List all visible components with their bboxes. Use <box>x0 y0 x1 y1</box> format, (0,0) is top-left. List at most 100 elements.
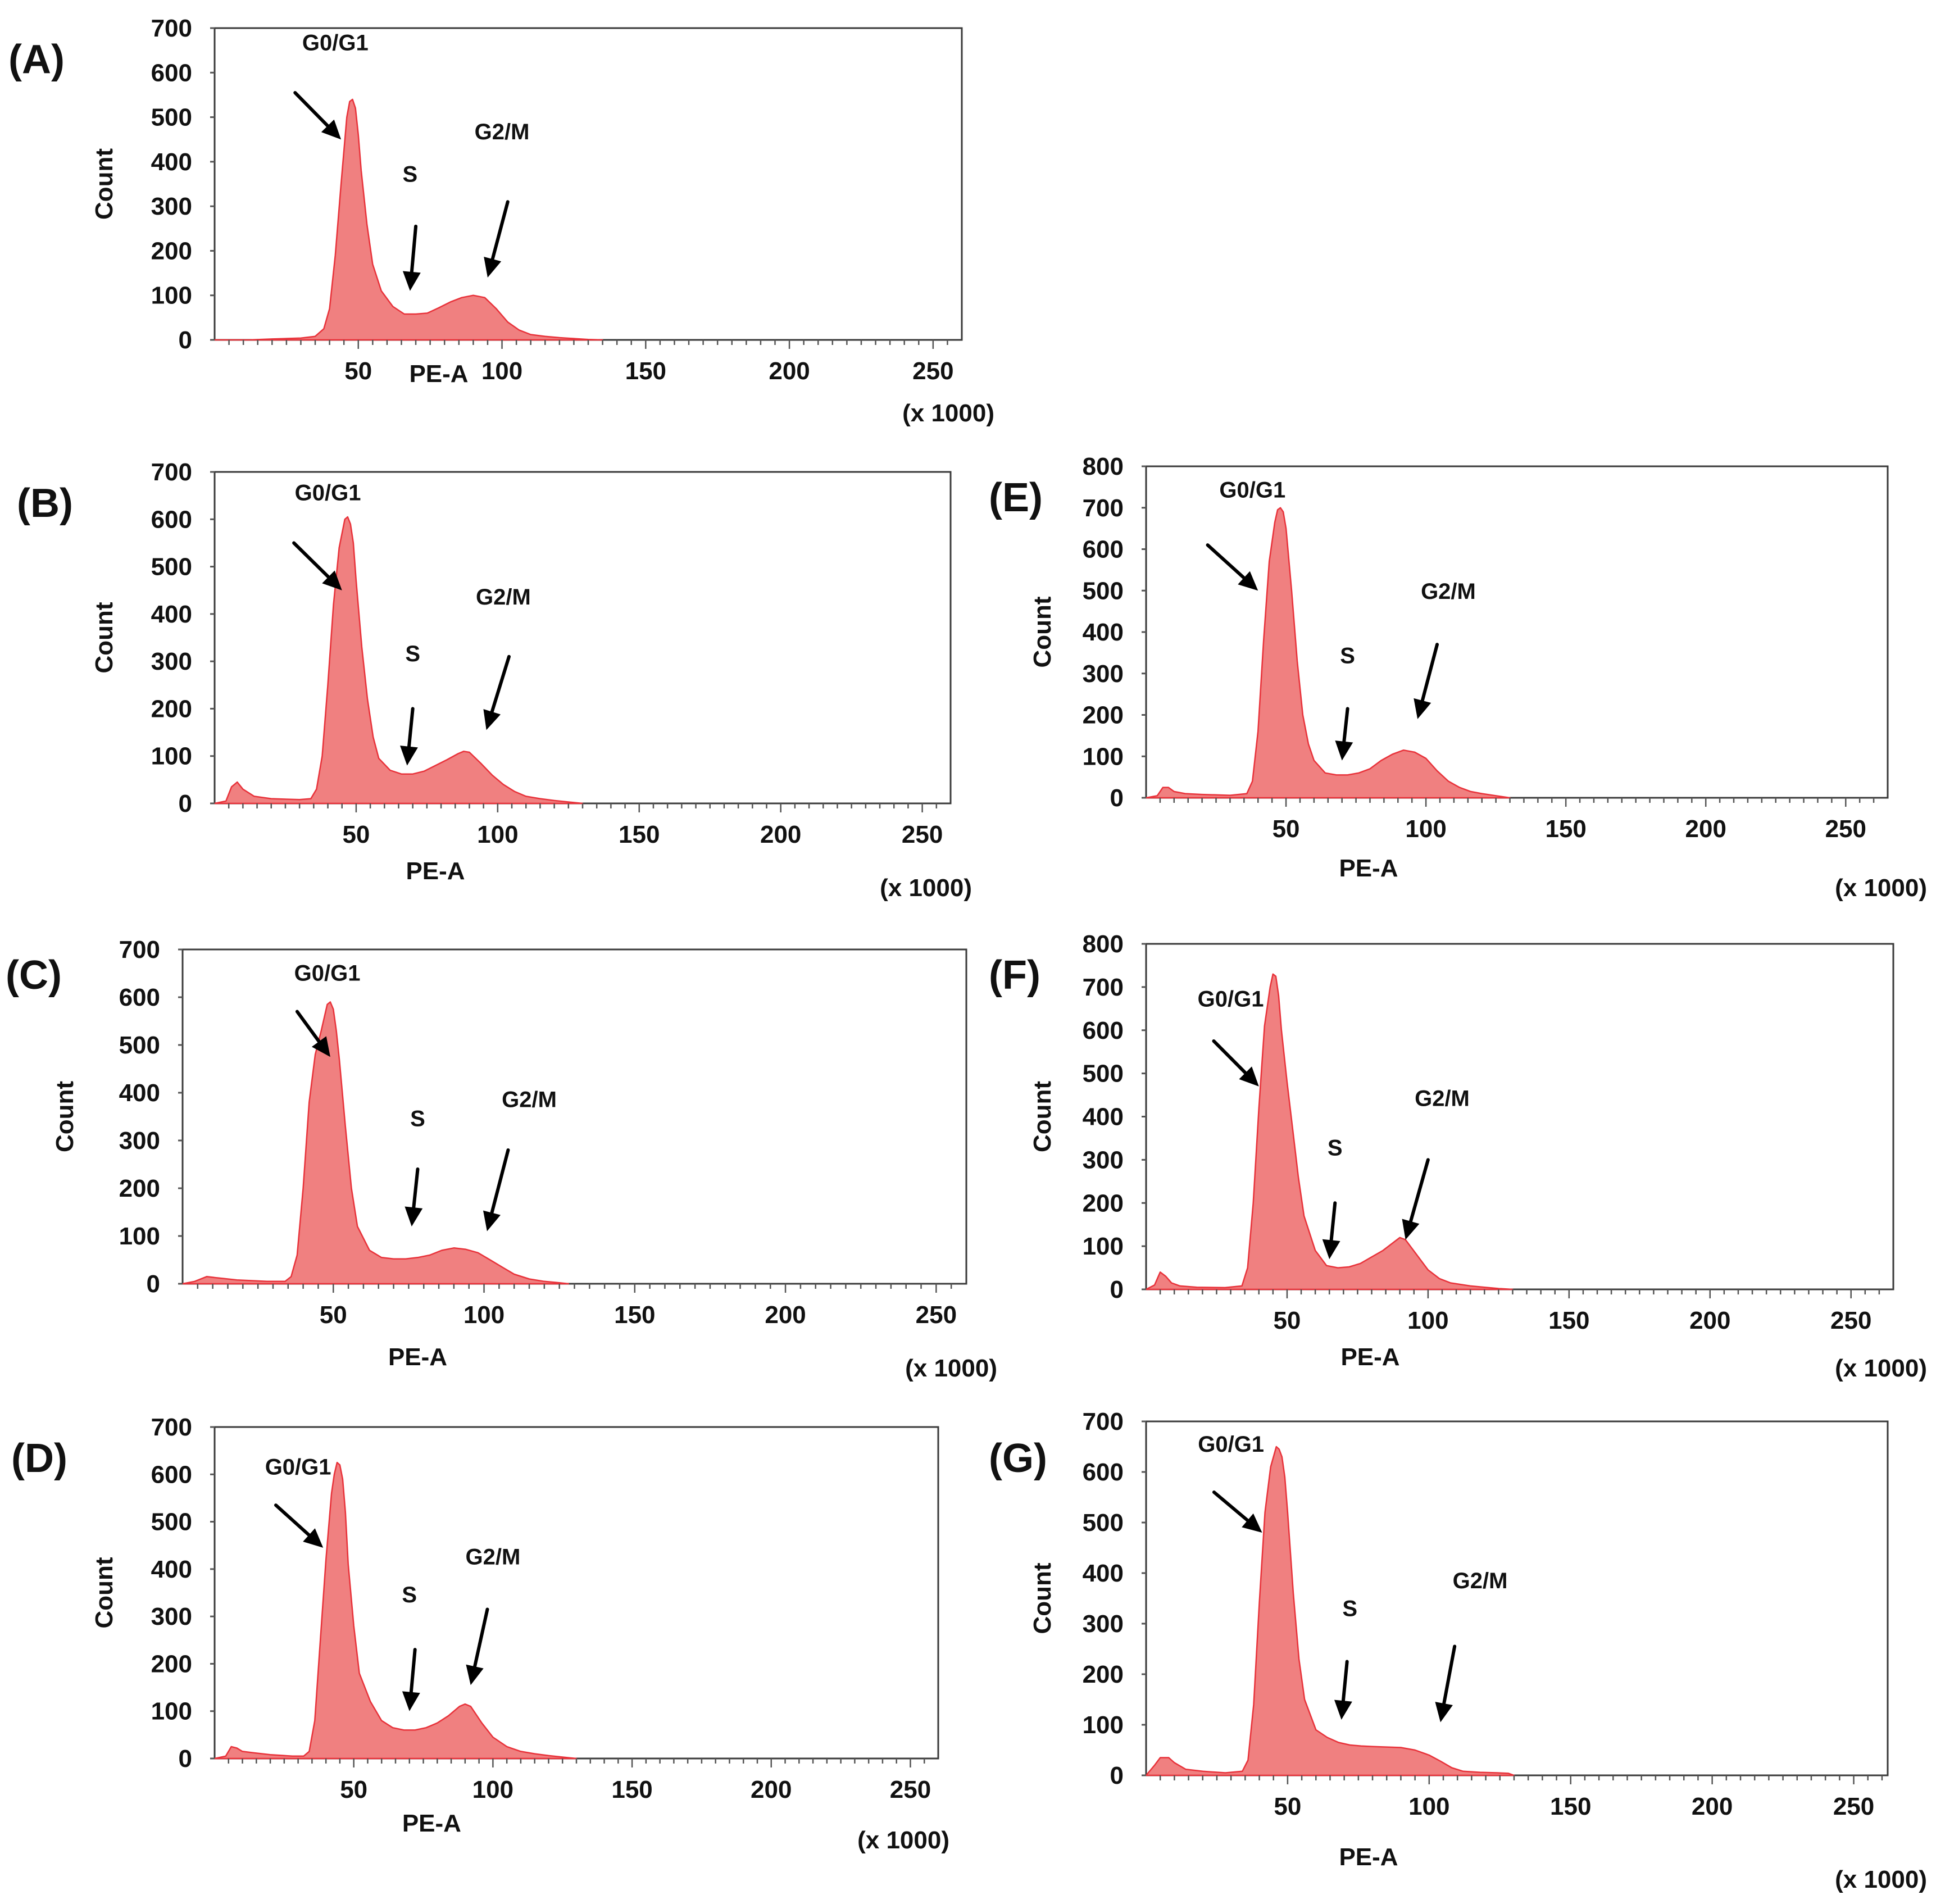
y-tick-label: 500 <box>119 1031 160 1059</box>
phase-annotation: S <box>1340 643 1355 668</box>
x-tick-label: 150 <box>619 821 660 848</box>
phase-annotation: G2/M <box>476 585 531 610</box>
x-tick-label: 200 <box>765 1301 806 1329</box>
phase-arrow <box>1322 1201 1340 1260</box>
phase-annotation: G2/M <box>1453 1569 1508 1593</box>
phase-arrow <box>466 1607 489 1685</box>
y-tick-label: 600 <box>151 59 192 87</box>
phase-arrow <box>1206 543 1258 591</box>
arrow-head <box>1322 1239 1340 1260</box>
x-axis-label: PE-A <box>1339 855 1398 882</box>
arrow-head <box>484 257 502 278</box>
y-tick-label: 700 <box>1083 1408 1124 1435</box>
arrow-head <box>405 1206 423 1226</box>
phase-annotation: S <box>403 162 418 187</box>
phase-arrow <box>484 200 510 278</box>
x-scale-note: (x 1000) <box>905 1355 997 1382</box>
y-tick-label: 200 <box>1083 1189 1124 1217</box>
panel-label-c: (C) <box>6 953 62 998</box>
arrow-shaft <box>407 707 415 748</box>
y-tick-label: 400 <box>119 1079 160 1107</box>
phase-annotation: G0/G1 <box>1198 1432 1264 1457</box>
phase-annotation: G0/G1 <box>294 961 361 985</box>
panel-e-chart: 50 100 150 200 250 0 100 200 300 400 500 600 700 800 (… <box>989 453 1927 902</box>
panel-label-a: (A) <box>8 37 65 82</box>
panel-c-chart: 50 100 150 200 250 0 100 200 300 400 500 600 700 (C) C… <box>6 936 997 1382</box>
arrow-shaft <box>490 200 510 261</box>
phase-annotation: G0/G1 <box>295 481 361 506</box>
histogram-area <box>213 516 584 805</box>
arrow-head <box>402 271 421 291</box>
y-axis-label: Count <box>1029 1081 1056 1152</box>
x-tick-label: 200 <box>751 1776 792 1803</box>
histogram-area <box>213 1461 578 1760</box>
y-tick-label: 200 <box>1083 1661 1124 1688</box>
y-tick-label: 700 <box>151 1414 192 1441</box>
arrow-head <box>1335 740 1353 761</box>
y-tick-label: 200 <box>1083 702 1124 729</box>
y-tick-label: 700 <box>151 15 192 42</box>
y-tick-label: 600 <box>1083 536 1124 564</box>
histogram-area <box>1145 973 1514 1290</box>
y-tick-label: 700 <box>119 936 160 964</box>
arrow-shaft <box>293 90 330 128</box>
phase-arrow <box>483 1148 510 1232</box>
arrow-head <box>1239 1066 1259 1087</box>
arrow-shaft <box>1408 1158 1430 1223</box>
x-tick-label: 200 <box>769 357 810 385</box>
y-tick-label: 200 <box>119 1175 160 1202</box>
y-tick-label: 800 <box>1083 930 1124 958</box>
y-tick-label: 100 <box>1083 743 1124 770</box>
x-axis-label: PE-A <box>409 360 468 388</box>
x-tick-label: 150 <box>614 1301 655 1329</box>
y-tick-label: 0 <box>179 326 192 354</box>
arrow-head <box>483 709 501 730</box>
arrow-shaft <box>412 1167 420 1210</box>
arrow-head <box>321 119 342 140</box>
phase-arrow <box>402 224 421 291</box>
panel-f-chart: 50 100 150 200 250 0 100 200 300 400 500 600 700 800 (… <box>989 930 1927 1382</box>
x-tick-label: 200 <box>760 821 801 848</box>
x-tick-label: 50 <box>1274 1793 1301 1820</box>
y-tick-label: 600 <box>119 984 160 1011</box>
y-axis-label: Count <box>90 148 118 220</box>
phase-annotation: G0/G1 <box>1219 478 1285 502</box>
arrow-shaft <box>1342 707 1349 743</box>
panel-label-d: (D) <box>11 1436 67 1481</box>
arrow-shaft <box>409 1648 417 1694</box>
y-tick-label: 600 <box>1083 1017 1124 1044</box>
histogram-area <box>181 1001 570 1285</box>
y-tick-label: 100 <box>1083 1233 1124 1260</box>
y-tick-label: 0 <box>179 1745 192 1773</box>
arrow-shaft <box>410 224 418 274</box>
y-tick-label: 300 <box>1083 1610 1124 1638</box>
arrow-shaft <box>1420 643 1439 702</box>
y-axis-label: Count <box>1029 596 1056 667</box>
phase-arrow <box>1335 707 1353 761</box>
y-tick-label: 400 <box>1083 619 1124 646</box>
phase-annotation: G2/M <box>465 1544 520 1569</box>
x-tick-label: 250 <box>1833 1793 1874 1820</box>
y-tick-label: 100 <box>119 1223 160 1250</box>
phase-annotation: G0/G1 <box>265 1455 331 1479</box>
phase-arrow <box>1414 643 1439 719</box>
y-tick-label: 400 <box>151 1556 192 1583</box>
x-tick-label: 100 <box>481 357 522 385</box>
phase-arrow <box>1212 1491 1262 1533</box>
y-axis-label: Count <box>90 602 118 673</box>
y-tick-label: 300 <box>1083 1146 1124 1174</box>
phase-arrow <box>400 707 418 766</box>
y-tick-label: 100 <box>151 282 192 310</box>
x-tick-label: 200 <box>1685 815 1726 843</box>
x-tick-label: 250 <box>1825 815 1866 843</box>
y-tick-label: 0 <box>1110 1762 1124 1789</box>
phase-annotation: S <box>410 1107 425 1132</box>
arrow-head <box>1334 1699 1352 1720</box>
phase-arrow <box>402 1648 420 1711</box>
x-tick-label: 150 <box>1550 1793 1591 1820</box>
arrow-head <box>311 1036 330 1057</box>
arrow-head <box>400 746 418 766</box>
y-tick-label: 100 <box>151 1698 192 1725</box>
panel-g-chart: 50 100 150 200 250 0 100 200 300 400 500 600 700 (G) C… <box>989 1408 1927 1893</box>
x-tick-label: 50 <box>342 821 370 848</box>
